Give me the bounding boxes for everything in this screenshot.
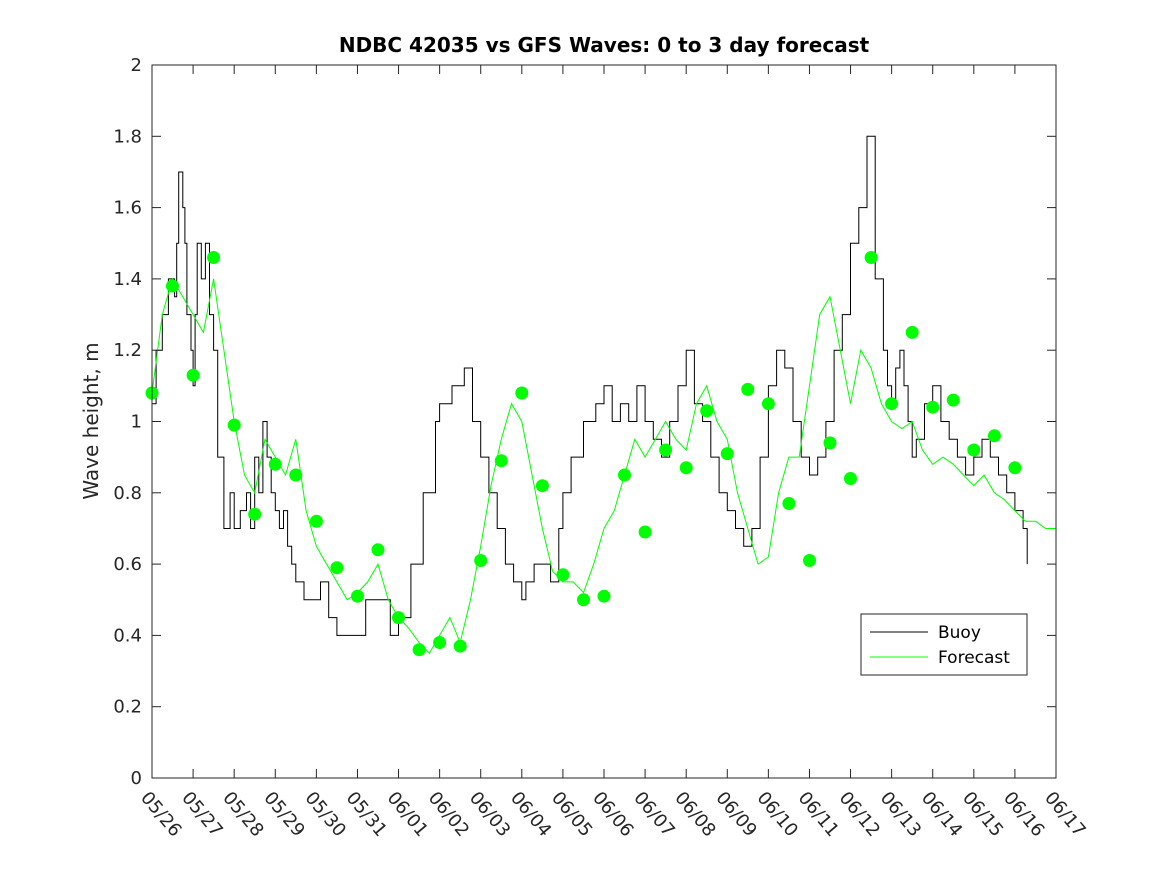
forecast-point	[309, 514, 323, 528]
legend-buoy-label: Buoy	[938, 623, 981, 643]
forecast-point	[227, 418, 241, 432]
forecast-point	[371, 543, 385, 557]
forecast-point	[535, 479, 549, 493]
x-tick-label: 05/26	[136, 788, 185, 841]
forecast-point	[556, 568, 570, 582]
legend: Buoy Forecast	[860, 613, 1028, 676]
forecast-point	[905, 325, 919, 339]
forecast-point	[638, 525, 652, 539]
y-tick-label: 0.6	[113, 554, 142, 575]
x-tick-label: 06/15	[958, 788, 1007, 841]
y-tick-label: 0.2	[113, 697, 142, 718]
forecast-point	[248, 507, 262, 521]
y-axis-label: Wave height, m	[79, 342, 103, 499]
forecast-line	[151, 277, 1056, 655]
x-tick-label: 06/11	[794, 788, 843, 841]
forecast-point	[515, 386, 529, 400]
x-tick-label: 06/03	[465, 788, 514, 841]
x-tick-label: 05/29	[259, 788, 308, 841]
forecast-point	[577, 593, 590, 607]
y-tick-label: 0	[131, 768, 142, 789]
legend-forecast-label: Forecast	[938, 648, 1010, 668]
forecast-point	[597, 589, 611, 603]
x-tick-label: 06/14	[917, 788, 966, 841]
forecast-point	[186, 368, 200, 382]
y-tick-label: 0.4	[113, 625, 142, 646]
x-tick-label: 06/16	[999, 788, 1048, 841]
forecast-point	[268, 457, 282, 471]
legend-box	[860, 613, 1028, 676]
forecast-point	[330, 561, 344, 575]
forecast-point	[761, 397, 775, 411]
forecast-point	[679, 461, 693, 475]
forecast-point	[474, 554, 488, 567]
forecast-point	[720, 447, 734, 461]
y-tick-label: 1.8	[113, 126, 142, 147]
forecast-point	[926, 400, 940, 414]
x-tick-label: 06/08	[670, 788, 719, 841]
forecast-point	[844, 472, 857, 485]
forecast-point	[700, 404, 714, 418]
forecast-point	[659, 443, 673, 457]
x-tick-label: 06/12	[835, 788, 884, 841]
forecast-point	[823, 436, 837, 450]
chart-title: NDBC 42035 vs GFS Waves: 0 to 3 day fore…	[339, 33, 870, 57]
x-tick-label: 06/02	[424, 788, 473, 841]
x-tick-label: 06/09	[711, 788, 760, 841]
forecast-point	[351, 589, 364, 603]
x-tick-label: 06/05	[547, 788, 596, 841]
forecast-point	[494, 454, 508, 468]
y-tick-label: 1.2	[113, 340, 142, 361]
forecast-point	[289, 468, 303, 482]
y-tick-label: 2	[131, 55, 142, 76]
x-tick-label: 06/07	[629, 788, 678, 841]
forecast-point	[803, 554, 816, 567]
y-tick-label: 1.4	[113, 269, 142, 290]
x-tick-label: 05/27	[177, 788, 226, 841]
forecast-point	[967, 443, 981, 457]
x-tick-label: 06/10	[753, 788, 802, 841]
buoy-line	[152, 135, 1028, 636]
forecast-point	[987, 429, 1001, 443]
x-tick-label: 05/28	[218, 788, 267, 841]
forecast-point	[433, 636, 447, 649]
x-tick-label: 06/01	[383, 788, 432, 841]
forecast-point	[392, 611, 405, 625]
forecast-point	[1008, 461, 1022, 475]
forecast-point	[946, 393, 960, 407]
forecast-point	[207, 251, 221, 264]
y-tick-label: 1.6	[113, 198, 142, 219]
x-tick-label: 06/06	[588, 788, 637, 841]
x-tick-label: 06/04	[506, 788, 555, 841]
forecast-point	[618, 468, 631, 482]
forecast-point	[741, 382, 755, 396]
x-tick-label: 06/13	[876, 788, 925, 841]
forecast-point	[453, 639, 467, 653]
forecast-point	[885, 397, 899, 411]
x-tick-label: 05/30	[301, 788, 350, 841]
y-tick-label: 0.8	[113, 483, 142, 504]
x-tick-label: 06/17	[1040, 788, 1089, 841]
forecast-point	[864, 251, 878, 264]
forecast-point	[166, 279, 179, 293]
forecast-point	[412, 643, 426, 657]
forecast-point	[782, 497, 796, 510]
y-tick-label: 1	[131, 412, 142, 433]
x-tick-label: 05/31	[342, 788, 391, 841]
